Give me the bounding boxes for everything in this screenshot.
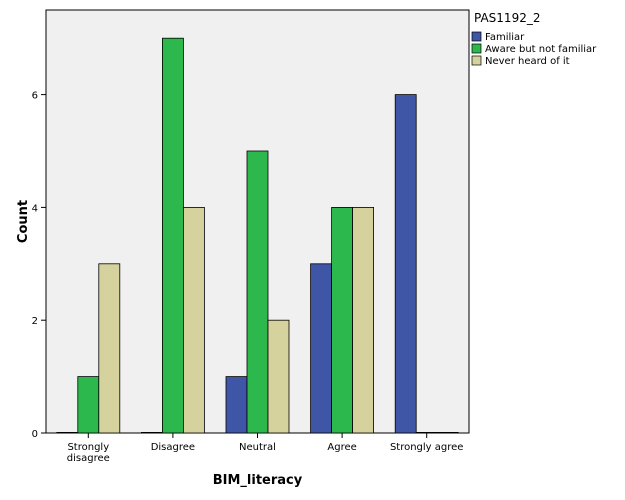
bar — [310, 263, 333, 434]
bar — [352, 206, 375, 434]
y-axis-title: Count — [16, 200, 31, 243]
bar — [140, 431, 163, 434]
x-axis-title: BIM_literacy — [213, 473, 303, 488]
legend-swatch — [471, 31, 482, 42]
x-tick-label: Strongly disagree — [67, 442, 110, 464]
bar — [331, 206, 354, 434]
y-tick-label: 6 — [32, 91, 38, 102]
legend-title: PAS1192_2 — [474, 11, 540, 25]
y-tick-label: 2 — [32, 316, 38, 327]
x-tick-label: Strongly agree — [390, 442, 464, 453]
bar — [436, 431, 459, 434]
bar — [77, 376, 100, 434]
legend-swatch — [471, 55, 482, 66]
bar — [161, 37, 184, 434]
x-axis: Strongly disagree Disagree Neutral Agree Stro… — [67, 433, 464, 464]
bar — [267, 319, 290, 434]
bar — [225, 376, 248, 434]
bar — [98, 263, 121, 434]
y-tick-label: 4 — [32, 203, 38, 214]
bar — [182, 206, 205, 434]
bar — [246, 150, 269, 434]
legend-swatch — [471, 43, 482, 54]
legend-label: Familiar — [485, 32, 525, 43]
x-tick-label: Disagree — [151, 442, 195, 453]
legend-label: Aware but not familiar — [485, 44, 597, 55]
legend-label: Never heard of it — [485, 56, 570, 67]
y-tick-label: 0 — [32, 429, 38, 440]
x-tick-label: Neutral — [239, 442, 276, 453]
bar — [394, 94, 417, 434]
bars-group — [56, 37, 459, 434]
x-tick-label: Agree — [327, 442, 356, 453]
y-axis: 0 2 4 6 — [32, 91, 46, 440]
bar — [56, 431, 79, 434]
bar — [415, 431, 438, 434]
